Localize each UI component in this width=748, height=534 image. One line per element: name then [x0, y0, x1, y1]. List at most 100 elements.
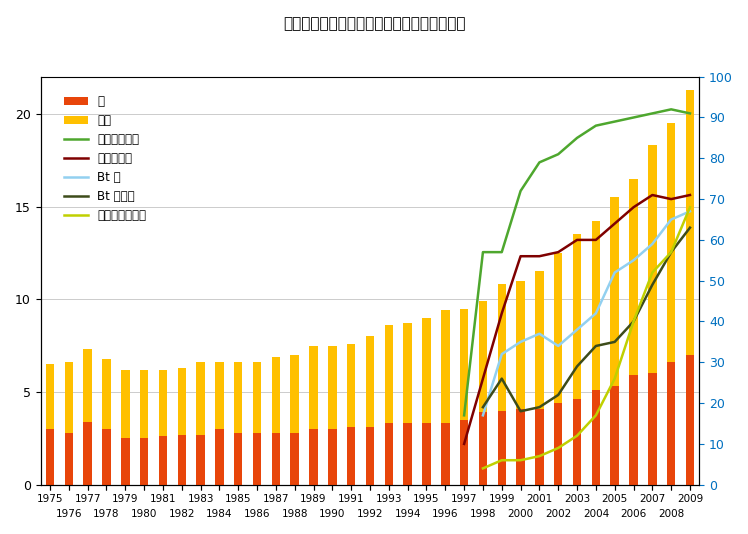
農薬耕性綿 [666, 196, 675, 202]
Bar [102, 429, 111, 485]
農薬耕性大豆 [459, 412, 468, 419]
Text: 米国での甲状腺ガンと遺伝子組み換えの推移: 米国での甲状腺ガンと遺伝子組み換えの推移 [283, 16, 465, 31]
Bt コーン [516, 408, 525, 414]
Bt 綿 [629, 257, 638, 263]
Bar [629, 179, 638, 485]
Bar [253, 362, 261, 485]
農薬耕性大豆 [479, 249, 488, 255]
Bar [46, 429, 55, 485]
Bar [422, 423, 431, 485]
Bar [309, 429, 318, 485]
Line: 農薬耕性綿: 農薬耕性綿 [464, 195, 690, 444]
農薬耕性綿 [479, 375, 488, 382]
Bar [121, 370, 129, 485]
Bar [648, 373, 657, 485]
Line: Bt コーン: Bt コーン [483, 227, 690, 411]
農薬耕性コーン [648, 269, 657, 276]
Bar [234, 362, 242, 485]
農薬耕性大豆 [572, 135, 581, 141]
Bt 綿 [516, 339, 525, 345]
農薬耕性大豆 [592, 122, 601, 129]
Bar [197, 362, 205, 485]
Bar [215, 429, 224, 485]
農薬耕性綿 [629, 204, 638, 210]
Bar [648, 145, 657, 485]
農薬耕性大豆 [648, 110, 657, 116]
農薬耕性綿 [610, 221, 619, 227]
Bar [177, 435, 186, 485]
Bar [159, 436, 168, 485]
Bar [460, 420, 468, 485]
Bar [347, 427, 355, 485]
Bar [422, 318, 431, 485]
Bt コーン [685, 224, 694, 231]
Bar [290, 433, 299, 485]
農薬耕性大豆 [516, 188, 525, 194]
Bt 綿 [497, 351, 506, 357]
Bar [84, 422, 92, 485]
農薬耕性大豆 [610, 119, 619, 125]
農薬耕性綿 [592, 237, 601, 243]
Bar [497, 285, 506, 485]
Bt 綿 [610, 269, 619, 276]
農薬耕性コーン [629, 318, 638, 325]
Legend: 男, 女性, 農薬耕性大豆, 農薬耕性綿, Bt 綿, Bt コーン, 農薬耕性コーン: 男, 女性, 農薬耕性大豆, 農薬耕性綿, Bt 綿, Bt コーン, 農薬耕性… [60, 91, 151, 226]
Bar [441, 310, 450, 485]
Bar [177, 368, 186, 485]
Bar [366, 336, 374, 485]
Bt コーン [592, 343, 601, 349]
農薬耕性綿 [572, 237, 581, 243]
Bar [272, 433, 280, 485]
農薬耕性綿 [685, 192, 694, 198]
Bar [215, 362, 224, 485]
Bar [84, 349, 92, 485]
Line: 農薬耕性大豆: 農薬耕性大豆 [464, 109, 690, 415]
Bar [516, 281, 525, 485]
Bar [479, 301, 487, 485]
Bar [64, 362, 73, 485]
農薬耕性大豆 [666, 106, 675, 113]
Bar [610, 387, 619, 485]
Bar [686, 355, 694, 485]
Bar [535, 409, 544, 485]
農薬耕性コーン [592, 412, 601, 419]
農薬耕性綿 [554, 249, 562, 255]
Bar [516, 409, 525, 485]
農薬耕性大豆 [497, 249, 506, 255]
農薬耕性大豆 [629, 114, 638, 121]
Bar [592, 390, 600, 485]
Bt 綿 [685, 208, 694, 215]
農薬耕性大豆 [554, 151, 562, 158]
Bar [140, 370, 148, 485]
Bt 綿 [535, 331, 544, 337]
Bt コーン [572, 363, 581, 370]
Bar [366, 427, 374, 485]
農薬耕性コーン [554, 445, 562, 451]
Bar [686, 90, 694, 485]
Bar [497, 411, 506, 485]
農薬耕性コーン [497, 457, 506, 464]
Bt 綿 [648, 241, 657, 247]
農薬耕性コーン [479, 465, 488, 472]
Bt コーン [610, 339, 619, 345]
Bar [309, 345, 318, 485]
Bar [610, 197, 619, 485]
Bar [403, 423, 412, 485]
Bt コーン [648, 281, 657, 288]
農薬耕性大豆 [535, 159, 544, 166]
Bt 綿 [554, 343, 562, 349]
Line: 農薬耕性コーン: 農薬耕性コーン [483, 207, 690, 468]
Bt 綿 [592, 310, 601, 317]
Bar [667, 362, 675, 485]
農薬耕性コーン [610, 375, 619, 382]
Bar [573, 234, 581, 485]
Bar [479, 412, 487, 485]
Line: Bt 綿: Bt 綿 [483, 211, 690, 415]
農薬耕性コーン [666, 249, 675, 255]
農薬耕性コーン [572, 433, 581, 439]
Bar [667, 123, 675, 485]
Bar [102, 359, 111, 485]
Bar [328, 429, 337, 485]
Bar [290, 355, 299, 485]
Bt コーン [554, 392, 562, 398]
